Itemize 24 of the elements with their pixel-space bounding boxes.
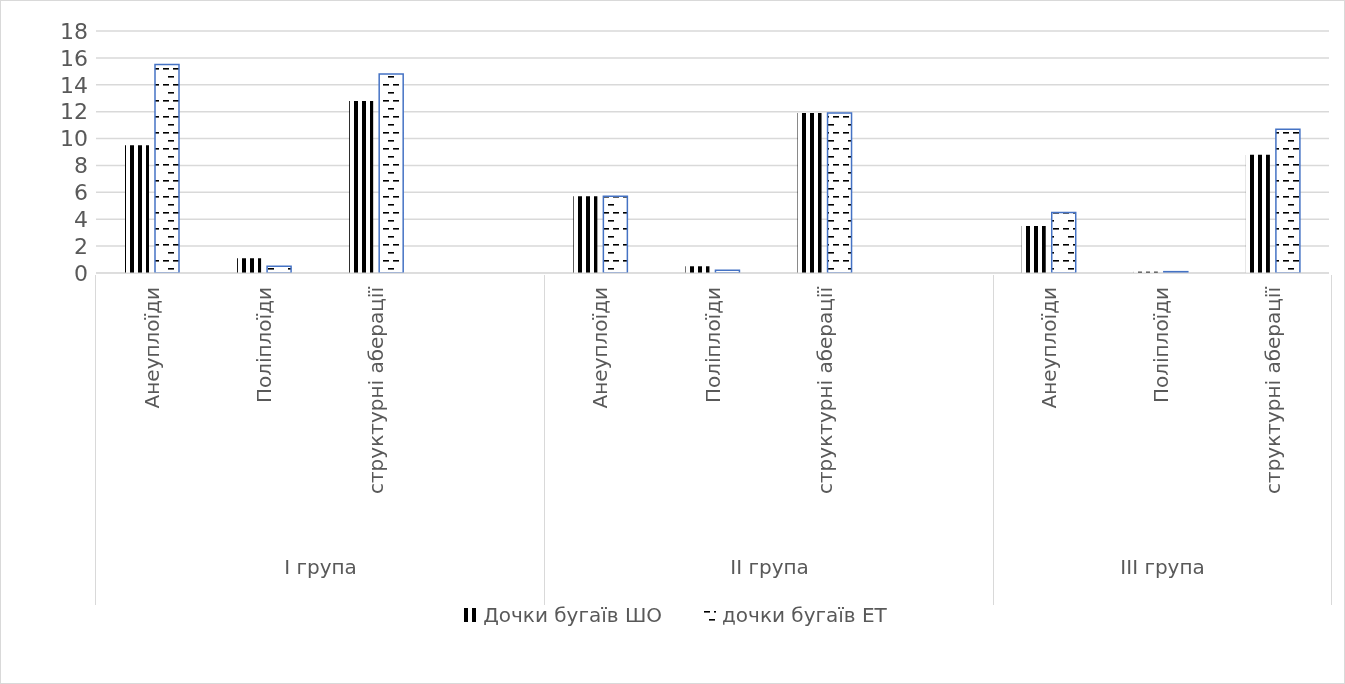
x-tick-label: структурні аберації	[812, 286, 837, 495]
y-tick-label: 2	[74, 233, 88, 259]
x-tick-label: Анеуплоїди	[588, 287, 613, 409]
y-tick-label: 10	[60, 126, 88, 152]
y-tick-label: 0	[74, 260, 88, 286]
y-tick-label: 16	[60, 45, 88, 71]
y-tick-label: 6	[74, 180, 88, 206]
x-tick-label: Анеуплоїди	[1036, 287, 1061, 409]
y-tick-label: 14	[60, 72, 88, 98]
text: III група	[1119, 555, 1206, 579]
y-tick-label: 8	[74, 153, 88, 179]
x-tick-label: Поліплоїди	[1148, 287, 1173, 404]
y-tick-label: 18	[60, 18, 88, 44]
x-tick-label: Поліплоїди	[252, 287, 277, 404]
text: I група	[283, 555, 358, 579]
text: II група	[729, 555, 810, 579]
x-tick-label: структурні аберації	[364, 286, 389, 495]
x-tick-label: структурні аберації	[1260, 286, 1285, 495]
legend-label: Дочки бугаїв ШО	[483, 603, 663, 627]
x-tick-label: Поліплоїди	[700, 287, 725, 404]
legend-label: дочки бугаїв ЕТ	[722, 603, 887, 627]
y-tick-label: 12	[60, 99, 88, 125]
x-tick-label: Анеуплоїди	[140, 287, 165, 409]
y-tick-label: 4	[74, 207, 88, 233]
